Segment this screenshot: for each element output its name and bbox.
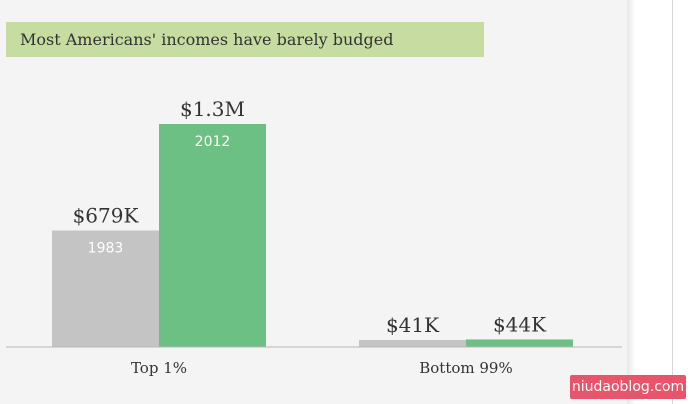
bar-1-0 (359, 339, 466, 347)
data-label: $679K (73, 204, 140, 228)
bar-chart: $679K 1983 $1.3M 2012 $41K $44K Top 1% Bottom 9… (6, 97, 622, 377)
category-label: Bottom 99% (419, 359, 512, 377)
bar-1-1 (466, 339, 573, 347)
watermark-badge: niudaoblog.com (570, 375, 686, 399)
bar-0-1 (159, 124, 266, 347)
title-banner (6, 22, 484, 57)
category-label: Top 1% (131, 359, 187, 377)
panel-shadow (627, 0, 635, 404)
data-label: $41K (386, 313, 440, 337)
chart-title: Most Americans' incomes have barely budg… (20, 30, 394, 49)
data-label: $1.3M (180, 97, 245, 121)
data-label: $44K (493, 312, 547, 336)
page-divider (672, 0, 673, 404)
bar-year-label: 2012 (195, 134, 231, 150)
bar-0-0 (52, 230, 159, 347)
bar-year-label: 1983 (88, 241, 124, 257)
